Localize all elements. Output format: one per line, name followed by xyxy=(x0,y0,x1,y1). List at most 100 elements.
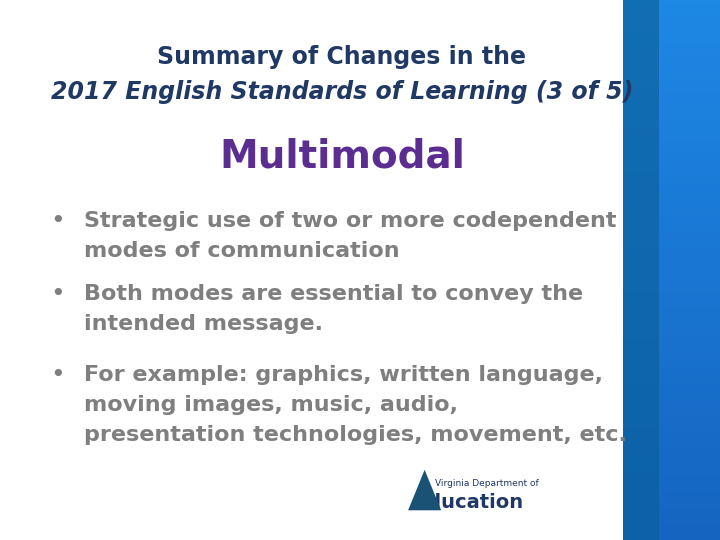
Bar xyxy=(623,135,680,140)
Bar xyxy=(623,49,680,54)
Bar xyxy=(623,248,680,254)
Text: •: • xyxy=(50,210,65,233)
Bar xyxy=(623,76,680,81)
Bar xyxy=(623,443,680,448)
Bar xyxy=(623,178,680,184)
Text: 2017 English Standards of Learning (3 of 5): 2017 English Standards of Learning (3 of… xyxy=(50,80,633,104)
Bar xyxy=(623,70,680,76)
Bar xyxy=(623,475,680,481)
Bar xyxy=(623,113,680,119)
Bar xyxy=(623,184,680,189)
Bar xyxy=(623,459,680,464)
Text: intended message.: intended message. xyxy=(84,314,323,334)
Bar xyxy=(623,194,680,200)
Text: For example: graphics, written language,: For example: graphics, written language, xyxy=(84,365,603,386)
Bar xyxy=(623,27,680,32)
Bar xyxy=(623,275,680,281)
Bar xyxy=(623,535,680,540)
Bar xyxy=(623,259,680,265)
Bar xyxy=(623,313,680,319)
Text: Both modes are essential to convey the: Both modes are essential to convey the xyxy=(84,284,583,305)
Bar xyxy=(623,124,680,130)
Text: Strategic use of two or more codependent: Strategic use of two or more codependent xyxy=(84,211,616,232)
Bar xyxy=(623,265,680,270)
Bar xyxy=(623,346,680,351)
Bar xyxy=(623,254,680,259)
Text: Education: Education xyxy=(415,492,524,512)
Bar xyxy=(623,373,680,378)
Bar xyxy=(623,130,680,135)
Bar xyxy=(623,416,680,421)
Bar xyxy=(623,340,680,346)
Bar xyxy=(623,292,680,297)
Bar xyxy=(623,335,680,340)
Bar xyxy=(623,140,680,146)
Bar xyxy=(623,405,680,410)
Bar xyxy=(623,38,680,43)
Bar xyxy=(623,356,680,362)
Bar xyxy=(623,508,680,513)
Bar xyxy=(623,11,680,16)
Bar xyxy=(623,513,680,518)
Bar xyxy=(623,529,680,535)
Bar xyxy=(623,302,680,308)
Bar xyxy=(623,491,680,497)
Bar xyxy=(623,157,680,162)
Bar xyxy=(623,427,680,432)
Bar xyxy=(623,486,680,491)
Bar xyxy=(623,329,680,335)
Bar xyxy=(623,502,680,508)
Text: moving images, music, audio,: moving images, music, audio, xyxy=(84,395,458,415)
Bar xyxy=(623,470,680,475)
Bar xyxy=(623,389,680,394)
Bar xyxy=(623,81,680,86)
Bar xyxy=(623,151,680,157)
Bar xyxy=(623,524,680,529)
Bar xyxy=(623,54,680,59)
Text: modes of communication: modes of communication xyxy=(84,241,400,261)
Bar xyxy=(623,227,680,232)
Bar xyxy=(623,22,680,27)
Bar xyxy=(623,286,680,292)
Bar xyxy=(623,216,680,221)
Bar xyxy=(623,378,680,383)
Bar xyxy=(623,232,680,238)
Bar xyxy=(623,362,680,367)
Bar xyxy=(623,205,680,211)
Bar xyxy=(623,16,680,22)
Bar xyxy=(623,173,680,178)
Bar xyxy=(623,464,680,470)
Bar xyxy=(623,119,680,124)
Text: presentation technologies, movement, etc.: presentation technologies, movement, etc… xyxy=(84,424,627,445)
Bar xyxy=(623,108,680,113)
Bar xyxy=(623,146,680,151)
Bar xyxy=(623,103,680,108)
Text: Multimodal: Multimodal xyxy=(219,138,465,176)
Bar xyxy=(623,92,680,97)
Bar xyxy=(623,97,680,103)
Bar xyxy=(623,432,680,437)
Bar xyxy=(623,162,680,167)
Bar xyxy=(623,410,680,416)
Bar xyxy=(623,497,680,502)
Bar xyxy=(623,297,680,302)
Bar xyxy=(623,437,680,443)
Bar xyxy=(623,324,680,329)
Bar xyxy=(623,43,680,49)
Bar xyxy=(623,238,680,243)
Bar xyxy=(623,400,680,405)
Text: Summary of Changes in the: Summary of Changes in the xyxy=(158,45,526,69)
Bar xyxy=(623,200,680,205)
Bar xyxy=(623,5,680,11)
Text: Virginia Department of: Virginia Department of xyxy=(435,479,539,488)
Bar xyxy=(623,65,680,70)
Bar xyxy=(623,270,680,275)
Bar xyxy=(623,189,680,194)
Bar xyxy=(623,211,680,216)
Bar xyxy=(623,351,680,356)
Bar xyxy=(623,383,680,389)
Bar xyxy=(623,421,680,427)
Text: •: • xyxy=(50,363,65,387)
Bar xyxy=(623,221,680,227)
Bar xyxy=(623,243,680,248)
